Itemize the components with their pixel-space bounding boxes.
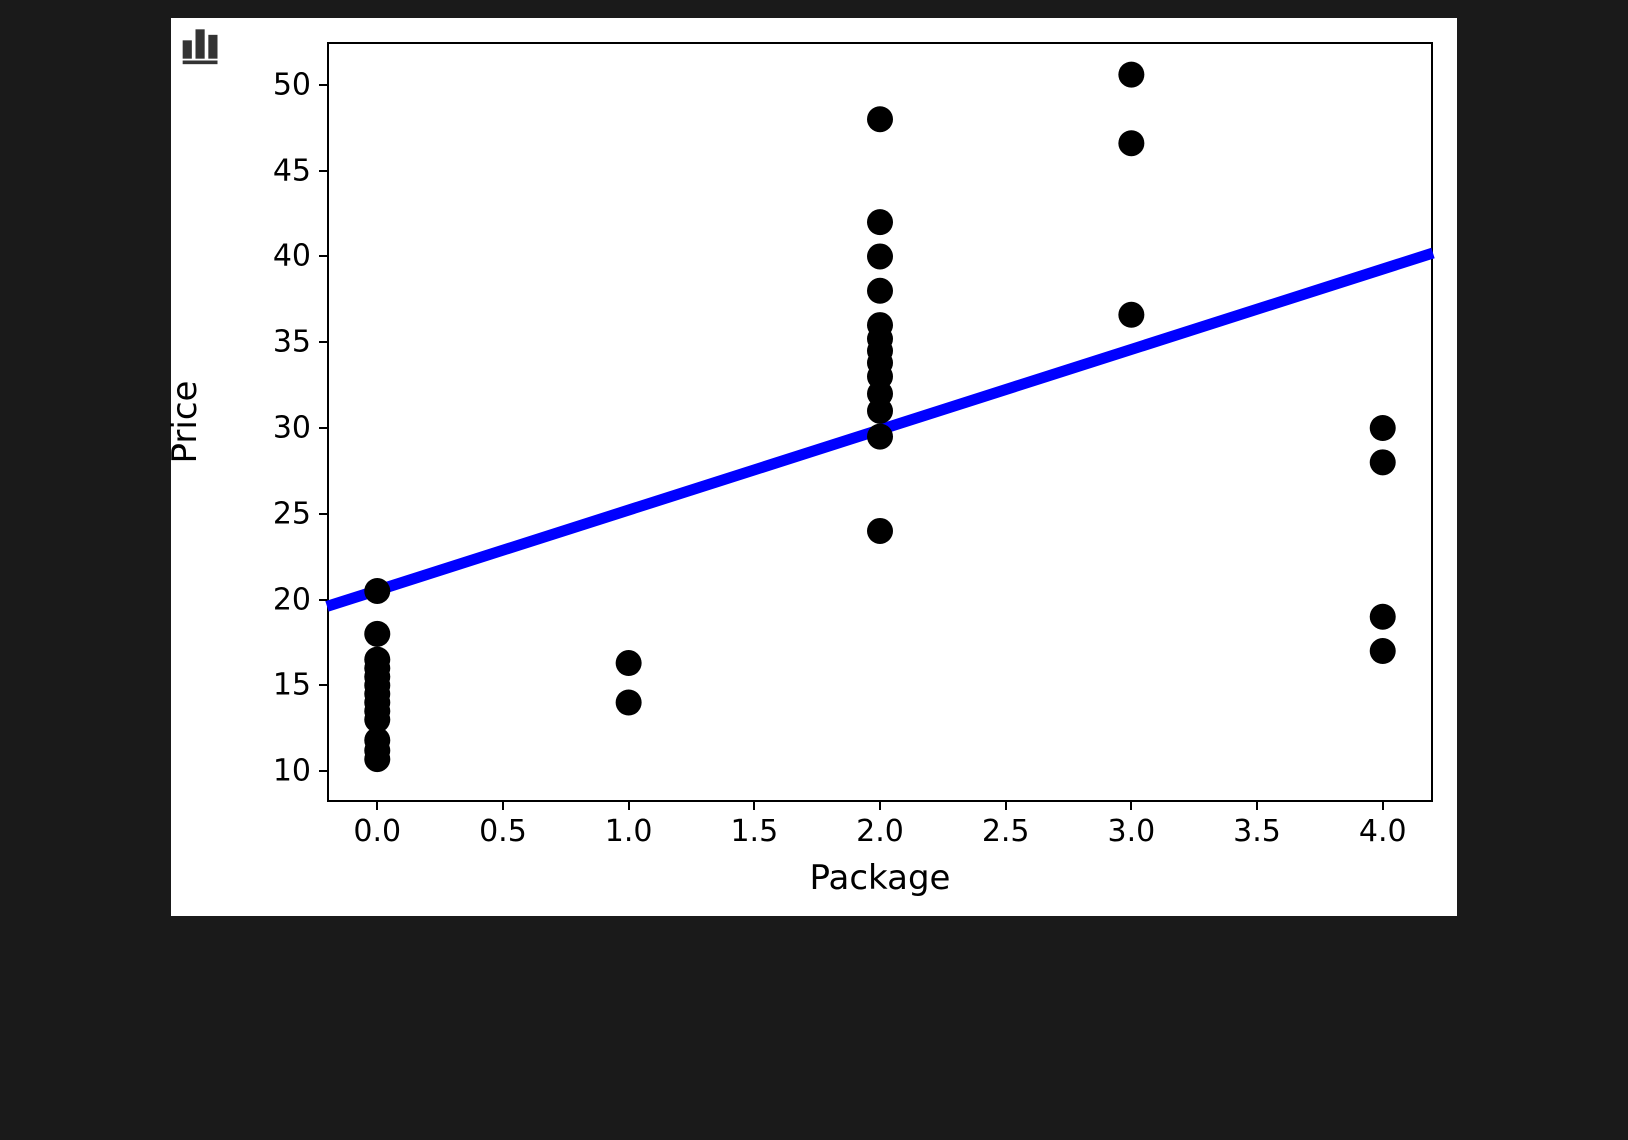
xtick-mark [628,802,630,810]
xtick-label: 2.0 [856,814,904,849]
xtick-label: 2.5 [982,814,1030,849]
plot-svg [171,18,1457,916]
xtick-label: 4.0 [1359,814,1407,849]
ytick-label: 35 [273,325,311,360]
xtick-mark [1005,802,1007,810]
scatter-point [364,621,390,647]
scatter-point [1370,604,1396,630]
xtick-mark [753,802,755,810]
scatter-point [616,650,642,676]
scatter-point [616,689,642,715]
ytick-mark [319,427,327,429]
xtick-mark [376,802,378,810]
ytick-mark [319,84,327,86]
scatter-point [1118,62,1144,88]
ytick-mark [319,255,327,257]
ytick-label: 20 [273,582,311,617]
scatter-point [1370,415,1396,441]
xtick-label: 0.0 [353,814,401,849]
scatter-point [867,424,893,450]
ytick-label: 40 [273,239,311,274]
xtick-label: 1.5 [730,814,778,849]
xtick-label: 0.5 [479,814,527,849]
ytick-mark [319,341,327,343]
scatter-point [867,312,893,338]
scatter-point [1118,302,1144,328]
y-axis-label: Price [165,381,205,464]
ytick-label: 15 [273,668,311,703]
scatter-point [867,209,893,235]
page-root: Price Package 10 15 20 25 30 35 40 45 50 0.0 0.5 1.… [0,0,1628,1140]
ytick-mark [319,599,327,601]
xtick-mark [879,802,881,810]
scatter-point [1370,638,1396,664]
ytick-label: 10 [273,754,311,789]
scatter-point [867,518,893,544]
ytick-label: 45 [273,153,311,188]
xtick-mark [1130,802,1132,810]
ytick-label: 50 [273,67,311,102]
xtick-label: 1.0 [605,814,653,849]
chart-figure: Price Package 1015202530354045500.00.51.… [171,18,1457,916]
ytick-label: 30 [273,411,311,446]
scatter-point [867,106,893,132]
xtick-mark [502,802,504,810]
scatter-point [1118,130,1144,156]
ytick-mark [319,170,327,172]
xtick-label: 3.5 [1233,814,1281,849]
xtick-mark [1382,802,1384,810]
scatter-point [867,243,893,269]
scatter-point [364,647,390,673]
xtick-label: 3.0 [1108,814,1156,849]
ytick-mark [319,513,327,515]
xtick-mark [1256,802,1258,810]
ytick-label: 25 [273,496,311,531]
scatter-point [867,278,893,304]
ytick-mark [319,684,327,686]
x-axis-label: Package [810,858,951,898]
scatter-point [364,578,390,604]
scatter-point [1370,449,1396,475]
ytick-mark [319,770,327,772]
